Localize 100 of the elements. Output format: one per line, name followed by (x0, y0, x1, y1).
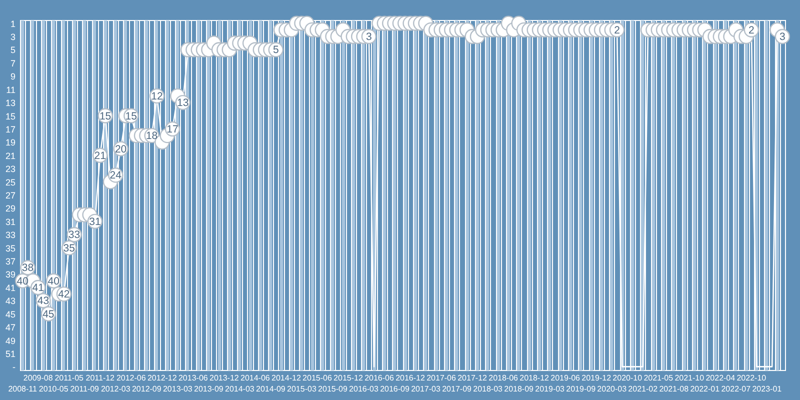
data-label: 40 (16, 275, 29, 288)
x-tick-label: 2018-06 (488, 374, 519, 382)
data-label: 42 (58, 288, 70, 301)
x-tick-label: 2016-06 (364, 374, 394, 382)
y-tick-label: 9 (10, 72, 16, 82)
x-tick-label: 2013-09 (194, 384, 224, 394)
x-tick-label: 2012-09 (132, 384, 162, 394)
x-tick-label: 2017-09 (442, 384, 472, 394)
x-tick-label: 2012-03 (100, 384, 131, 394)
y-tick-label: 23 (5, 164, 16, 174)
x-tick-label: 2013-06 (178, 374, 208, 382)
x-tick-label: 2010-05 (38, 384, 69, 394)
x-tick-label: 2014-06 (240, 374, 270, 382)
data-label: 33 (68, 229, 80, 242)
y-tick-label: 19 (5, 138, 16, 148)
data-label: 31 (89, 216, 101, 228)
x-tick-label: 2020-10 (612, 374, 643, 382)
y-tick-label: 15 (5, 111, 16, 122)
x-tick-label: 2009-08 (23, 374, 54, 382)
data-label: 5 (272, 44, 279, 56)
y-tick-label: 3 (10, 32, 16, 42)
x-tick-label: 2018-09 (504, 384, 534, 394)
y-tick-label: 27 (5, 190, 16, 200)
y-tick-label: 37 (5, 256, 16, 267)
data-label: 3 (779, 31, 786, 44)
data-label: 3 (366, 31, 372, 44)
data-label: 17 (166, 123, 178, 136)
x-tick-label: 2016-12 (396, 374, 426, 382)
x-tick-label: 2015-06 (302, 374, 332, 382)
y-tick-label: - (12, 362, 16, 372)
x-tick-label: 2019-12 (582, 374, 612, 382)
x-tick-label: 2018-03 (473, 384, 504, 394)
x-tick-label: 2022-04 (706, 374, 736, 382)
data-label: 18 (146, 130, 158, 142)
x-tick-label: 2022-10 (736, 374, 767, 382)
y-tick-label: 29 (5, 204, 16, 214)
x-tick-label: 2017-12 (458, 374, 488, 382)
x-tick-label: 2017-03 (411, 384, 441, 394)
data-label: 15 (99, 110, 112, 122)
y-tick-label: 49 (5, 336, 16, 346)
data-label: 43 (37, 295, 50, 308)
y-tick-label: 43 (5, 296, 16, 306)
x-tick-label: 2018-12 (520, 374, 550, 382)
x-tick-label: 2015-03 (287, 384, 317, 394)
x-tick-label: 2014-12 (272, 374, 302, 382)
y-tick-label: 35 (5, 243, 16, 254)
x-tick-label: 2012-06 (116, 374, 146, 382)
x-tick-label: 2016-03 (349, 384, 379, 394)
x-tick-label: 2022-01 (690, 384, 720, 394)
y-tick-label: 11 (6, 84, 16, 95)
x-tick-label: 2019-06 (550, 374, 581, 382)
y-tick-label: 33 (5, 230, 16, 240)
y-tick-label: 39 (5, 270, 16, 280)
y-tick-label: 1 (10, 18, 16, 29)
x-tick-label: 2021-08 (659, 384, 690, 394)
y-tick-label: 41 (5, 282, 16, 293)
y-tick-label: 5 (10, 45, 16, 56)
y-tick-label: 45 (5, 309, 16, 320)
y-tick-label: 13 (5, 98, 16, 108)
x-tick-label: 2015-09 (318, 384, 348, 394)
data-label: 13 (176, 97, 189, 110)
data-label: 40 (48, 275, 60, 288)
data-label: 2 (614, 24, 620, 36)
x-tick-label: 2017-06 (426, 374, 456, 382)
data-label: 24 (110, 170, 122, 182)
x-tick-label: 2022-07 (721, 384, 752, 394)
x-tick-label: 2019-09 (566, 384, 596, 394)
data-label: 35 (63, 242, 76, 254)
x-tick-label: 2021-02 (628, 384, 658, 394)
x-tick-label: 2019-03 (535, 384, 566, 394)
y-tick-label: 31 (5, 216, 16, 227)
y-tick-label: 25 (5, 177, 16, 188)
data-label: 45 (42, 308, 54, 320)
x-tick-label: 2021-10 (674, 374, 705, 382)
data-label: 20 (114, 143, 127, 156)
x-tick-label: 2008-11 (8, 384, 38, 394)
x-tick-label: 2016-09 (380, 384, 410, 394)
x-tick-label: 2023-01 (752, 384, 782, 394)
y-tick-label: 21 (5, 150, 16, 161)
data-label: 12 (151, 90, 163, 102)
x-tick-label: 2013-03 (162, 384, 193, 394)
x-tick-label: 2020-03 (597, 384, 628, 394)
y-tick-label: 7 (10, 58, 16, 68)
data-label: 15 (125, 110, 138, 122)
data-label: 21 (94, 150, 106, 162)
x-tick-label: 2014-03 (225, 384, 255, 394)
x-tick-label: 2011-09 (70, 384, 100, 394)
data-label: 2 (748, 24, 754, 36)
y-tick-label: 47 (5, 322, 16, 333)
data-label: 41 (32, 282, 44, 294)
x-tick-label: 2011-12 (86, 374, 116, 382)
y-tick-label: 17 (5, 124, 16, 134)
x-tick-label: 2021-05 (644, 374, 674, 382)
x-tick-label: 2015-12 (334, 374, 364, 382)
x-tick-label: 2012-12 (147, 374, 178, 382)
data-label: 38 (22, 262, 34, 274)
x-tick-label: 2011-05 (54, 374, 84, 382)
x-tick-label: 2013-12 (209, 374, 240, 382)
y-tick-label: 51 (5, 348, 16, 359)
x-tick-label: 2014-09 (256, 384, 286, 394)
